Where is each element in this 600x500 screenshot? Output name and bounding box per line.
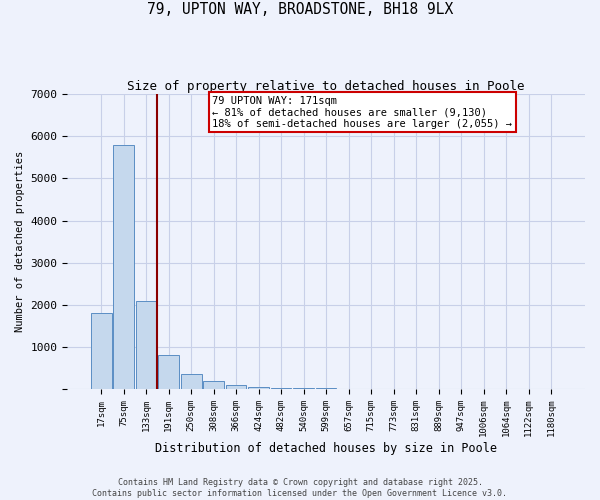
Bar — [181, 374, 202, 389]
Bar — [316, 388, 337, 389]
Bar — [248, 387, 269, 389]
Bar — [226, 385, 247, 389]
Text: 79 UPTON WAY: 171sqm
← 81% of detached houses are smaller (9,130)
18% of semi-de: 79 UPTON WAY: 171sqm ← 81% of detached h… — [212, 96, 512, 129]
Bar — [113, 144, 134, 389]
Text: Contains HM Land Registry data © Crown copyright and database right 2025.
Contai: Contains HM Land Registry data © Crown c… — [92, 478, 508, 498]
Bar — [91, 314, 112, 389]
Title: Size of property relative to detached houses in Poole: Size of property relative to detached ho… — [127, 80, 525, 93]
Bar — [293, 388, 314, 389]
Text: 79, UPTON WAY, BROADSTONE, BH18 9LX: 79, UPTON WAY, BROADSTONE, BH18 9LX — [147, 2, 453, 18]
Bar — [158, 356, 179, 389]
Bar — [136, 300, 157, 389]
Bar — [203, 380, 224, 389]
Y-axis label: Number of detached properties: Number of detached properties — [15, 151, 25, 332]
Bar — [271, 388, 292, 389]
X-axis label: Distribution of detached houses by size in Poole: Distribution of detached houses by size … — [155, 442, 497, 455]
